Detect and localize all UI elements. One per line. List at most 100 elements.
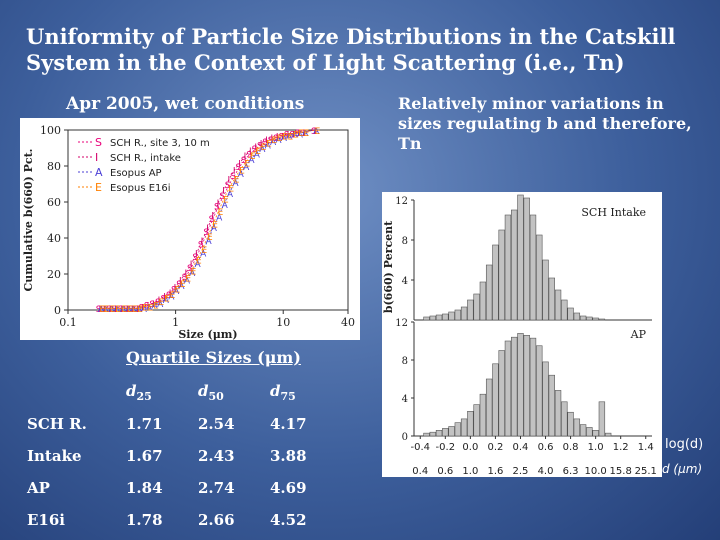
y-axis-label: b(660) Percent [382,220,395,313]
histogram-bar [536,234,543,321]
quartile-site-label: Intake [27,447,82,465]
data-point: E [239,167,245,177]
data-point: I [227,176,230,186]
data-point: I [109,305,112,315]
histogram-bar [467,411,474,437]
cumulative-chart-panel: 0 20 40 60 80 100 0.1 1 10 40 Size (μm) Cumulative … [20,118,360,341]
x-tick-label: -0.4 [411,442,431,453]
data-point: S [257,141,263,151]
data-point: E [137,305,143,315]
data-point: A [114,305,121,315]
data-point: E [245,159,251,169]
secondary-x-tick-label: 15.8 [610,466,632,477]
x-tick-label: 40 [341,316,355,329]
quartile-header-cell: d75 [270,381,296,403]
data-point: A [125,305,132,315]
y-tick-label: 8 [402,236,408,247]
plot-frame [67,129,349,311]
data-point: E [110,305,116,315]
data-point: I [98,305,101,315]
secondary-x-tick-label: 6.3 [563,466,579,477]
secondary-x-tick-label: 0.4 [412,466,428,477]
data-point: I [103,305,106,315]
legend-label: SCH R., site 3, 10 m [110,138,210,149]
data-point: S [268,136,274,146]
histogram-bar [536,345,543,437]
legend-label: SCH R., intake [110,153,181,164]
histogram-bar [442,313,449,321]
secondary-x-tick-label: 10.0 [584,466,606,477]
data-point: S [203,228,209,238]
y-tick-label: 0 [402,432,408,443]
data-point: E [127,305,133,315]
data-point: E [191,267,197,277]
data-point: S [300,129,306,139]
data-point: I [195,249,198,259]
data-point: S [279,132,285,142]
data-point: A [157,300,164,310]
data-point: S [144,302,150,312]
histogram-bar [485,378,493,437]
data-point: A [163,296,170,306]
histogram-bar [511,336,518,437]
histogram-bar [542,361,549,437]
histogram-bar [492,244,499,321]
secondary-x-tick-label: 1.6 [487,466,503,477]
histogram-bar [429,315,436,321]
data-point: E [180,280,186,290]
data-point: I [126,305,129,315]
data-point: E [315,127,321,137]
data-point: E [271,136,277,146]
y-tick-label: 20 [47,268,61,281]
quartile-value: 1.78 [126,511,163,529]
histogram-bar [448,426,455,437]
data-point: A [189,269,196,279]
data-point: I [206,224,209,234]
data-point: I [314,127,317,137]
histogram-bar [561,401,568,437]
histogram-bar [554,289,562,321]
data-point: E [255,147,261,157]
histogram-bar [548,277,555,321]
right-note: Relatively minor variations in sizes reg… [398,94,692,153]
data-point: S [96,305,102,315]
quartile-site-label: AP [27,479,50,497]
data-point: I [265,136,268,146]
histogram-chart: 4 8 12 SCH Intake 0 4 8 12 AP -0.4 -0.2 0.0 0.2 0.4 0.… [382,194,657,477]
x-tick-label: 1 [172,316,179,329]
data-point: A [297,131,304,141]
data-point: I [303,129,306,139]
data-point: E [223,195,229,205]
data-point: S [166,291,172,301]
data-point: S [182,273,188,283]
data-point: S [161,294,167,304]
histogram-panel: 4 8 12 SCH Intake 0 4 8 12 AP -0.4 -0.2 0.0 0.2 0.4 0.… [382,192,662,477]
data-point: E [104,305,110,315]
data-point: A [98,305,105,315]
data-point: E [218,208,224,218]
data-point: A [173,287,180,297]
data-point: A [200,249,207,259]
legend-marker: I [95,151,98,164]
quartile-value: 3.88 [270,447,307,465]
histogram-bar [548,374,555,437]
data-point: I [254,143,257,153]
histogram-bar [579,315,587,321]
data-point: A [178,282,185,292]
slide-title: Uniformity of Particle Size Distribution… [26,24,676,75]
histogram-bar [517,333,524,437]
x-tick-label: 0.8 [563,442,579,453]
d-um-axis-label: d (μm) [662,462,703,476]
data-point: I [244,152,247,162]
data-point: A [222,201,229,211]
data-point: A [108,305,115,315]
quartile-value: 2.74 [198,479,235,497]
histogram-label: AP [630,328,647,341]
data-point: S [192,253,198,263]
data-point: I [217,199,220,209]
histogram-bar [529,214,537,321]
secondary-x-tick-label: 4.0 [538,466,554,477]
data-point: S [100,305,106,315]
data-point: S [241,156,247,166]
data-point: E [234,176,240,186]
